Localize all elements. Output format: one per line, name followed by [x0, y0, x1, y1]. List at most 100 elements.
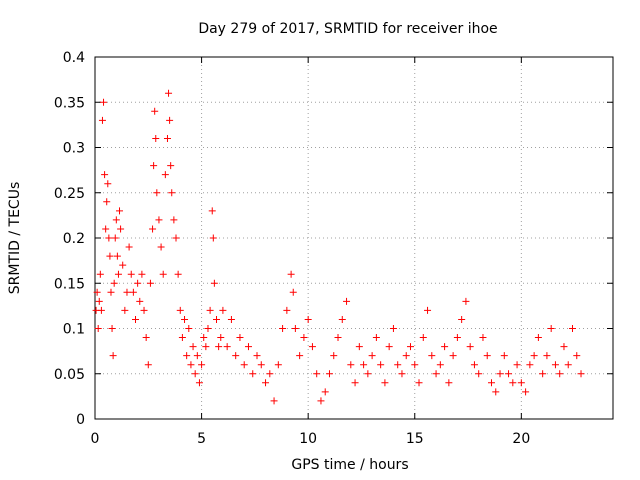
data-point: [547, 325, 555, 332]
data-point: [227, 315, 235, 323]
data-point: [513, 361, 521, 369]
data-point: [210, 279, 218, 287]
data-point: [330, 352, 338, 360]
data-point: [351, 379, 359, 387]
data-point: [466, 343, 474, 351]
data-point: [166, 116, 174, 124]
data-point: [236, 334, 244, 342]
x-tick-label: 15: [406, 431, 424, 447]
data-point: [398, 370, 406, 378]
data-point: [317, 397, 325, 405]
data-point: [419, 334, 427, 342]
data-point: [217, 334, 225, 342]
data-points: [92, 89, 585, 405]
data-point: [304, 315, 312, 323]
data-point: [93, 288, 101, 296]
data-point: [368, 352, 376, 360]
data-point: [165, 89, 173, 97]
data-point: [394, 361, 402, 369]
data-point: [232, 352, 240, 360]
data-point: [140, 306, 148, 314]
data-point: [300, 334, 308, 342]
data-point: [100, 98, 108, 106]
data-point: [283, 306, 291, 314]
data-point: [187, 361, 195, 369]
x-axis-label: GPS time / hours: [291, 457, 408, 473]
data-point: [157, 243, 165, 251]
data-point: [406, 343, 414, 351]
data-point: [289, 288, 297, 296]
data-point: [132, 315, 140, 323]
data-point: [109, 352, 117, 360]
data-point: [296, 352, 304, 360]
data-point: [377, 361, 385, 369]
x-tick-label: 20: [512, 431, 530, 447]
data-point: [106, 252, 114, 260]
data-point: [167, 162, 175, 170]
data-point: [185, 325, 193, 332]
data-point: [424, 306, 432, 314]
data-point: [364, 370, 372, 378]
data-point: [103, 198, 111, 206]
data-point: [215, 343, 223, 351]
data-point: [110, 279, 118, 287]
data-point: [117, 225, 125, 233]
data-point: [385, 343, 393, 351]
data-point: [449, 352, 457, 360]
data-point: [176, 306, 184, 314]
data-point: [287, 270, 295, 278]
data-point: [114, 270, 122, 278]
data-point: [347, 361, 355, 369]
data-point: [113, 252, 121, 260]
x-tick-label: 0: [91, 431, 100, 447]
data-point: [107, 288, 115, 296]
data-point: [372, 334, 380, 342]
data-point: [96, 270, 104, 278]
data-point: [479, 334, 487, 342]
y-tick-label: 0.25: [54, 186, 85, 202]
data-point: [94, 325, 102, 332]
data-point: [116, 207, 124, 215]
data-point: [428, 352, 436, 360]
data-point: [136, 297, 144, 305]
data-point: [270, 397, 278, 405]
data-point: [155, 216, 163, 224]
data-point: [539, 370, 547, 378]
data-point: [127, 270, 135, 278]
data-point: [170, 216, 178, 224]
data-point: [195, 379, 203, 387]
data-point: [338, 315, 346, 323]
data-point: [517, 379, 525, 387]
data-point: [150, 162, 158, 170]
y-tick-label: 0.3: [63, 141, 85, 157]
data-point: [144, 361, 152, 369]
data-point: [321, 388, 329, 396]
data-point: [98, 116, 106, 124]
y-axis-label: SRMTID / TECUs: [7, 182, 23, 295]
data-point: [208, 207, 216, 215]
data-point: [483, 352, 491, 360]
data-point: [453, 334, 461, 342]
data-point: [213, 315, 221, 323]
data-point: [436, 361, 444, 369]
data-point: [168, 189, 176, 197]
y-tick-label: 0.2: [63, 231, 85, 247]
data-point: [560, 343, 568, 351]
data-point: [189, 343, 197, 351]
data-point: [123, 288, 131, 296]
grid: [95, 57, 613, 419]
data-point: [206, 306, 214, 314]
data-point: [97, 306, 105, 314]
data-point: [102, 225, 110, 233]
data-point: [402, 352, 410, 360]
data-point: [475, 370, 483, 378]
data-point: [564, 361, 572, 369]
data-point: [134, 279, 142, 287]
data-point: [125, 243, 133, 251]
data-point: [183, 352, 191, 360]
data-point: [274, 361, 282, 369]
data-point: [200, 334, 208, 342]
data-point: [325, 370, 333, 378]
data-point: [441, 343, 449, 351]
y-tick-label: 0.05: [54, 367, 85, 383]
